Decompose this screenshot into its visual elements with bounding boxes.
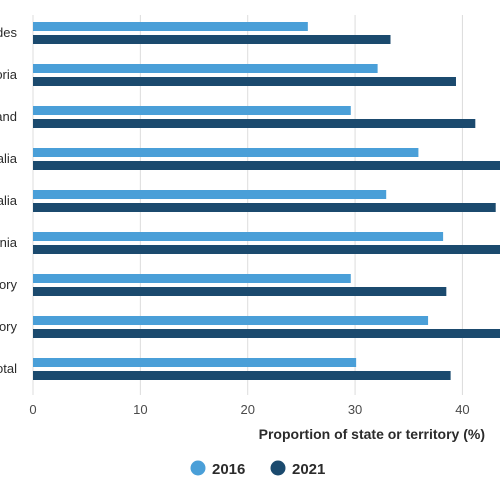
x-axis-title: Proportion of state or territory (%) <box>259 426 485 442</box>
bar-2016-1 <box>33 64 378 73</box>
category-label: oria <box>0 67 18 82</box>
bar-2016-2 <box>33 106 351 115</box>
category-label: otal <box>0 361 17 376</box>
bar-2016-3 <box>33 148 419 157</box>
bar-2016-5 <box>33 232 444 241</box>
category-label: and <box>0 109 17 124</box>
legend-label-2021: 2021 <box>292 461 325 478</box>
bar-2021-4 <box>33 203 496 212</box>
bar-2021-2 <box>33 119 476 128</box>
legend-label-2016: 2016 <box>212 461 245 478</box>
x-tick-labels: 0 10 20 30 40 <box>29 402 469 417</box>
category-label: ory <box>0 319 17 334</box>
category-label: ory <box>0 277 17 292</box>
bar-2016-8 <box>33 358 357 367</box>
legend-swatch-2016 <box>190 460 206 476</box>
bar-2021-0 <box>33 35 391 44</box>
x-tick-label: 0 <box>29 402 36 417</box>
x-tick-label: 30 <box>348 402 362 417</box>
category-label: des <box>0 25 17 40</box>
bar-2021-5 <box>33 245 500 254</box>
bar-2021-1 <box>33 77 456 86</box>
bar-2016-4 <box>33 190 387 199</box>
legend-swatch-2021 <box>270 460 286 476</box>
x-tick-label: 40 <box>455 402 469 417</box>
category-label: alia <box>0 151 18 166</box>
x-tick-label: 10 <box>133 402 147 417</box>
bar-2021-8 <box>33 371 451 380</box>
bar-2021-3 <box>33 161 500 170</box>
category-label: alia <box>0 193 18 208</box>
legend: 2016 2021 <box>190 460 325 478</box>
bar-2016-6 <box>33 274 351 283</box>
bars <box>33 22 500 380</box>
bar-2016-0 <box>33 22 308 31</box>
bar-2021-6 <box>33 287 447 296</box>
x-tick-label: 20 <box>240 402 254 417</box>
bar-2016-7 <box>33 316 429 325</box>
bar-2021-7 <box>33 329 500 338</box>
